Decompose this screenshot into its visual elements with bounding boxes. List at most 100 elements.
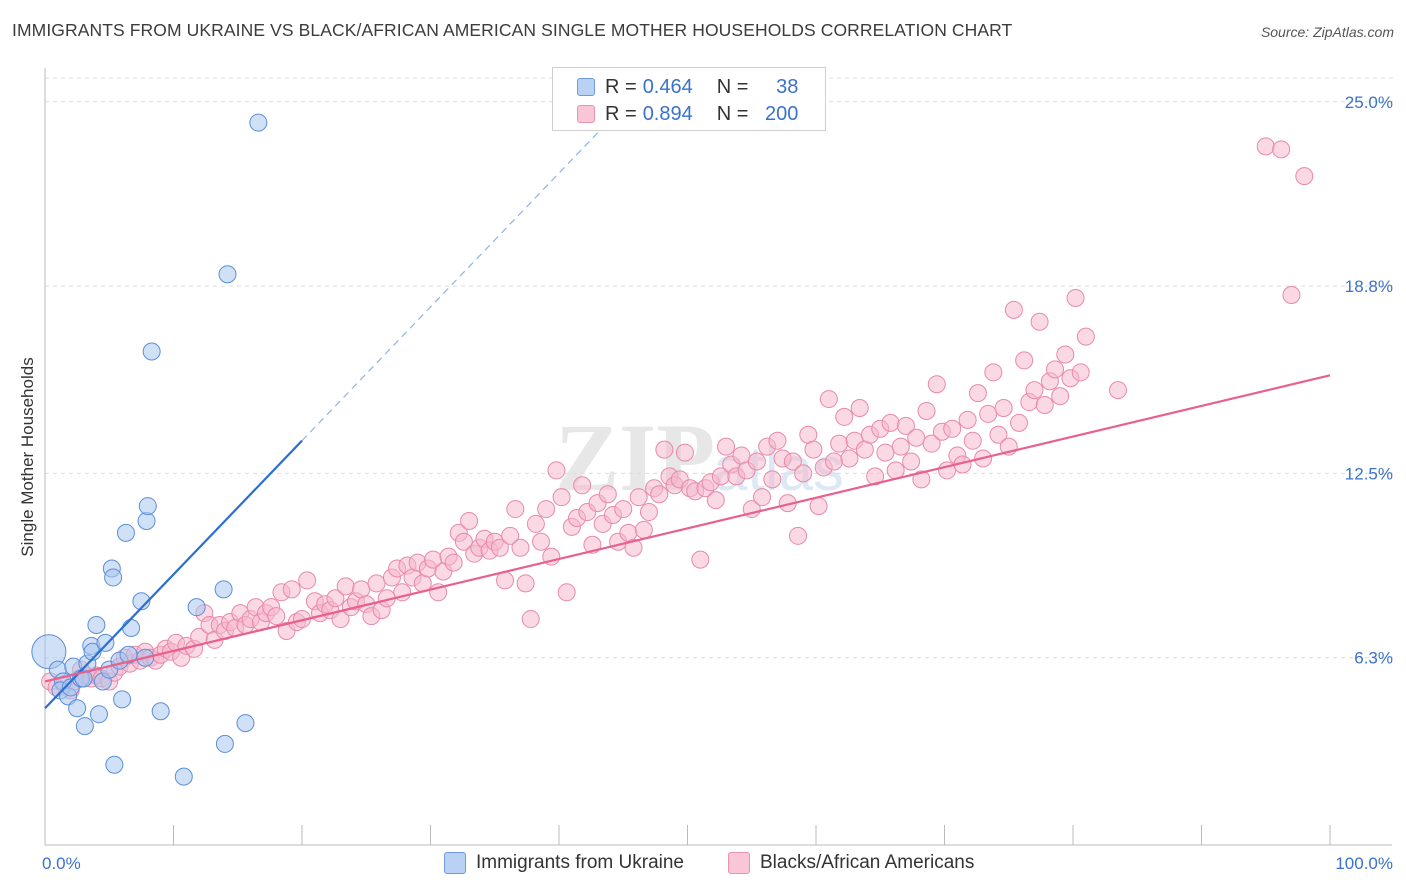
data-point-black (866, 467, 885, 486)
data-point-ukraine (249, 113, 268, 132)
data-point-black (835, 407, 854, 426)
data-point-black (490, 538, 509, 557)
legend-r-value: 0.464 (642, 75, 693, 98)
bottom-legend-label: Immigrants from Ukraine (476, 852, 684, 873)
data-point-black (511, 538, 530, 557)
data-point-black (516, 574, 535, 593)
data-point-black (830, 434, 849, 453)
legend-swatch-blue (577, 78, 595, 96)
data-point-black (1035, 396, 1054, 415)
source-credit: Source: ZipAtlas.com (1260, 24, 1394, 40)
trend-line-ukraine-extension (301, 119, 611, 442)
data-point-black (907, 428, 926, 447)
legend-n-value: 38 (776, 75, 799, 98)
legend-n-label: N = (716, 102, 749, 125)
x-tick-label-max: 100.0% (1335, 854, 1393, 873)
data-point-black (460, 511, 479, 530)
bottom-legend-label: Blacks/African Americans (760, 852, 975, 873)
data-point-black (1272, 140, 1291, 159)
trend-line-ukraine (44, 439, 303, 710)
data-point-black (979, 404, 998, 423)
data-point-black (912, 470, 931, 489)
data-point-ukraine (122, 618, 141, 637)
data-point-black (783, 452, 802, 471)
data-point-black (552, 488, 571, 507)
data-point-black (573, 476, 592, 495)
data-point-black (1046, 360, 1065, 379)
data-point-black (902, 452, 921, 471)
trend-line-black (44, 374, 1331, 683)
data-point-black (1066, 288, 1085, 307)
data-point-black (1295, 167, 1314, 186)
data-point-black (984, 363, 1003, 382)
data-point-black (896, 416, 915, 435)
data-point-black (526, 514, 545, 533)
data-point-black (1076, 327, 1095, 346)
x-tick-label-min: 0.0% (42, 854, 81, 873)
data-point-black (1015, 351, 1034, 370)
data-point-black (598, 485, 617, 504)
data-point-ukraine (31, 634, 67, 670)
data-point-black (824, 452, 843, 471)
bottom-legend-black: Blacks/African Americans (728, 852, 974, 874)
data-point-black (1108, 381, 1127, 400)
data-point-black (650, 485, 669, 504)
data-point-black (891, 437, 910, 456)
data-point-black (768, 431, 787, 450)
legend-row-black: R = 0.894 N = 200 (577, 101, 798, 127)
data-point-ukraine (215, 734, 234, 753)
data-point-black (881, 413, 900, 432)
data-point-black (850, 398, 869, 417)
y-tick-label: 12.5% (1345, 464, 1393, 483)
data-point-black (501, 526, 520, 545)
data-point-black (1071, 363, 1090, 382)
data-point-ukraine (236, 714, 255, 733)
data-point-black (282, 580, 301, 599)
legend-r-label: R = (605, 102, 637, 125)
data-point-ukraine (75, 717, 94, 736)
correlation-legend: R = 0.464 N = 38 R = 0.894 N = 200 (552, 67, 826, 131)
data-point-black (922, 434, 941, 453)
data-point-black (521, 610, 540, 629)
data-point-black (963, 431, 982, 450)
data-point-ukraine (137, 511, 156, 530)
data-point-black (629, 488, 648, 507)
y-tick-label: 18.8% (1345, 277, 1393, 296)
legend-row-ukraine: R = 0.464 N = 38 (577, 74, 798, 100)
data-point-black (958, 410, 977, 429)
legend-n-label: N = (716, 75, 749, 98)
data-point-black (819, 390, 838, 409)
data-point-black (968, 384, 987, 403)
data-point-black (537, 500, 556, 519)
y-tick-label: 25.0% (1345, 93, 1393, 112)
data-point-black (675, 443, 694, 462)
legend-r-value: 0.894 (642, 102, 693, 125)
data-point-black (1051, 387, 1070, 406)
data-point-black (367, 574, 386, 593)
data-point-black (876, 443, 895, 462)
data-point-black (809, 497, 828, 516)
data-point-black (706, 491, 725, 510)
data-point-ukraine (218, 265, 237, 284)
data-point-black (989, 425, 1008, 444)
data-point-black (624, 538, 643, 557)
bottom-legend-ukraine: Immigrants from Ukraine (444, 852, 684, 874)
data-point-black (496, 571, 515, 590)
bottom-legend-swatch-blue (444, 852, 466, 874)
data-point-ukraine (104, 568, 123, 587)
data-point-black (267, 607, 286, 626)
data-point-ukraine (151, 702, 170, 721)
data-point-black (994, 398, 1013, 417)
data-point-black (1256, 137, 1275, 156)
data-point-black (532, 532, 551, 551)
data-point-black (747, 452, 766, 471)
data-point-black (840, 449, 859, 468)
data-point-black (1025, 381, 1044, 400)
data-point-black (655, 440, 674, 459)
data-point-black (1004, 300, 1023, 319)
data-point-ukraine (116, 523, 135, 542)
data-point-black (326, 589, 345, 608)
data-point-black (557, 583, 576, 602)
data-point-black (298, 571, 317, 590)
